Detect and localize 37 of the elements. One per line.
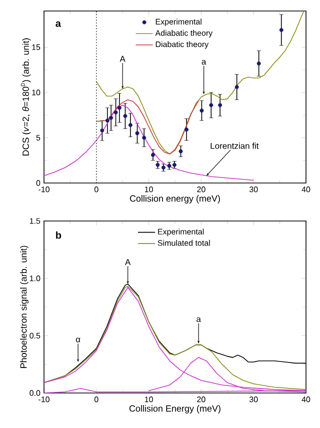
annotation: Lorentzian fit	[210, 142, 259, 149]
x-tick-label: 30	[249, 396, 258, 402]
annotation: A	[120, 56, 126, 62]
legend-label: Adiabatic theory	[155, 30, 213, 38]
y-tick-label: 0	[36, 180, 40, 186]
x-tick-label: 30	[249, 186, 258, 192]
y-tick-label: 15	[32, 44, 40, 50]
x-tick-label: -10	[38, 186, 50, 192]
annotation: a	[56, 21, 62, 27]
legend-label: Diabatic theory	[156, 41, 209, 49]
y-tick-label: 0.0	[30, 390, 40, 396]
annotation: a	[196, 317, 201, 322]
x-axis-title: Collision energy (meV)	[130, 195, 220, 204]
y-tick-label: 10	[32, 90, 40, 96]
legend-label: Experimental	[158, 228, 204, 236]
y-tick-label: 1.0	[30, 276, 40, 282]
x-axis-title: Collision Energy (meV)	[129, 405, 220, 414]
x-tick-label: 0	[94, 186, 98, 192]
x-tick-label: -10	[38, 396, 50, 402]
x-tick-label: 10	[144, 396, 153, 402]
x-tick-label: 40	[302, 396, 310, 402]
annotation: A	[125, 259, 131, 265]
legend-label: Experimental	[156, 18, 202, 26]
x-tick-label: 0	[94, 396, 98, 402]
annotation: b	[56, 231, 62, 239]
annotation: a	[202, 60, 206, 65]
x-tick-label: 10	[144, 186, 153, 192]
annotation: α	[76, 338, 80, 342]
y-tick-label: 1.5	[30, 218, 40, 224]
y-tick-label: 5	[36, 134, 40, 141]
x-tick-label: 20	[197, 186, 206, 192]
y-axis-title: Photoelectron signal (arb. unit)	[20, 246, 28, 368]
legend-label: Simulated total	[158, 240, 210, 246]
y-tick-label: 0.5	[30, 332, 40, 338]
x-tick-label: 20	[197, 396, 206, 402]
y-axis-title: DCS (v=2, θ=180$^{0}$) (arb. unit)	[20, 38, 31, 156]
x-tick-label: 40	[302, 186, 310, 192]
